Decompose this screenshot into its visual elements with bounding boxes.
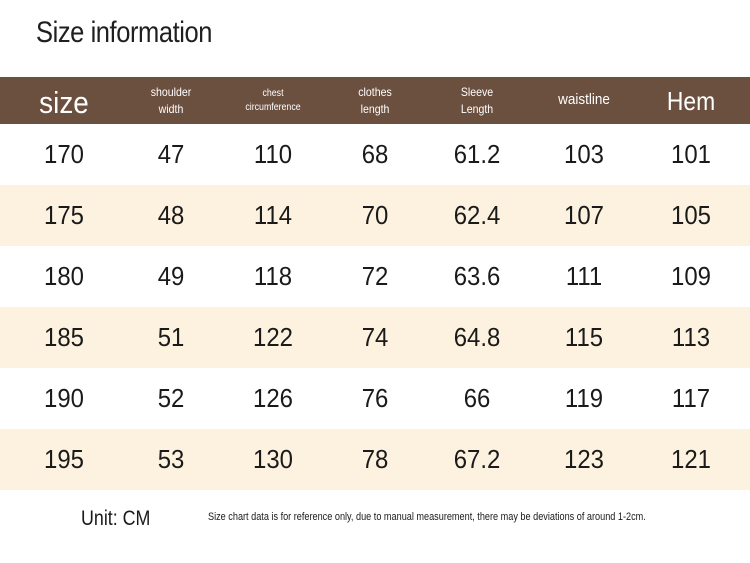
cell-shoulder-width: 53 (157, 444, 185, 474)
cell-chest: 110 (253, 139, 293, 169)
cell-shoulder-width: 47 (157, 139, 185, 169)
cell-waistline: 103 (564, 139, 604, 169)
cell-hem: 101 (671, 139, 711, 169)
cell-clothes-length: 68 (361, 139, 389, 169)
cell-shoulder-width: 48 (157, 200, 185, 230)
cell-hem: 109 (671, 261, 711, 291)
cell-chest: 118 (253, 261, 293, 291)
cell-hem: 121 (671, 444, 711, 474)
header-waistline: waistline (558, 91, 610, 109)
header-clothes-length: clothes length (358, 85, 392, 116)
cell-chest: 114 (253, 200, 293, 230)
header-sleeve-length: Sleeve Length (460, 85, 494, 116)
cell-sleeve-length: 61.2 (453, 139, 501, 169)
cell-sleeve-length: 66 (463, 383, 491, 413)
table-header: size shoulder width chest circumference … (0, 77, 750, 124)
cell-clothes-length: 76 (361, 383, 389, 413)
cell-hem: 117 (671, 383, 711, 413)
cell-waistline: 119 (564, 383, 604, 413)
cell-chest: 130 (253, 444, 293, 474)
header-chest-circumference: chest circumference (245, 88, 301, 113)
cell-chest: 122 (253, 322, 293, 352)
cell-chest: 126 (253, 383, 293, 413)
cell-size: 185 (44, 322, 84, 352)
cell-hem: 105 (671, 200, 711, 230)
cell-sleeve-length: 62.4 (453, 200, 501, 230)
table-row: 185 51 122 74 64.8 115 113 (0, 307, 750, 368)
header-hem: Hem (666, 85, 716, 116)
cell-hem: 113 (671, 322, 711, 352)
cell-shoulder-width: 49 (157, 261, 185, 291)
cell-sleeve-length: 63.6 (453, 261, 501, 291)
page-title: Size information (36, 16, 213, 49)
cell-clothes-length: 72 (361, 261, 389, 291)
cell-shoulder-width: 51 (157, 322, 185, 352)
cell-clothes-length: 70 (361, 200, 389, 230)
table-row: 175 48 114 70 62.4 107 105 (0, 185, 750, 246)
cell-shoulder-width: 52 (157, 383, 185, 413)
cell-size: 180 (44, 261, 84, 291)
cell-clothes-length: 78 (361, 444, 389, 474)
cell-size: 175 (44, 200, 84, 230)
table-row: 195 53 130 78 67.2 123 121 (0, 429, 750, 490)
header-size: size (39, 84, 89, 120)
unit-label: Unit: CM (81, 507, 151, 530)
size-table-body: 170 47 110 68 61.2 103 101 175 48 114 70… (0, 124, 750, 490)
table-row: 180 49 118 72 63.6 111 109 (0, 246, 750, 307)
cell-size: 170 (44, 139, 84, 169)
header-shoulder-width: shoulder width (150, 85, 192, 116)
cell-waistline: 107 (564, 200, 604, 230)
cell-sleeve-length: 64.8 (453, 322, 501, 352)
table-row: 190 52 126 76 66 119 117 (0, 368, 750, 429)
cell-size: 195 (44, 444, 84, 474)
cell-waistline: 123 (564, 444, 604, 474)
cell-size: 190 (44, 383, 84, 413)
disclaimer-note: Size chart data is for reference only, d… (208, 511, 646, 523)
table-row: 170 47 110 68 61.2 103 101 (0, 124, 750, 185)
cell-waistline: 115 (564, 322, 604, 352)
cell-waistline: 111 (565, 261, 603, 291)
cell-clothes-length: 74 (361, 322, 389, 352)
cell-sleeve-length: 67.2 (453, 444, 501, 474)
